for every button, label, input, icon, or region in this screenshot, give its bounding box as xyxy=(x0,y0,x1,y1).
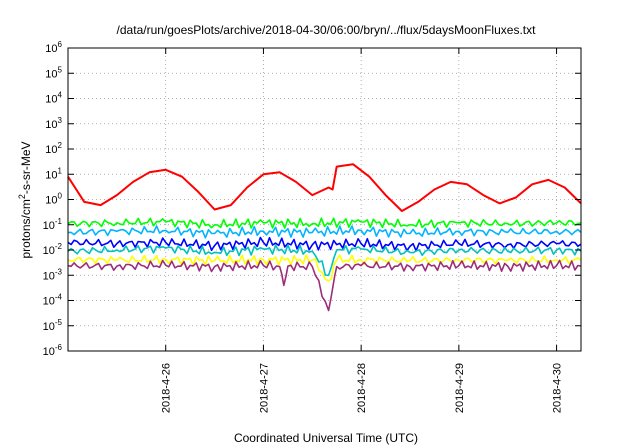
y-tick-label-base: 10 xyxy=(45,195,57,207)
y-tick-label-exponent: -6 xyxy=(55,343,63,352)
y-tick-label: 100 xyxy=(45,192,62,207)
series-line-3 xyxy=(68,225,582,239)
y-tick-label-exponent: -2 xyxy=(55,242,63,251)
series-layer xyxy=(67,163,582,312)
y-tick-label-base: 10 xyxy=(45,94,57,106)
x-tick-label: 2018-4-30 xyxy=(552,363,564,413)
y-tick-label-base: 10 xyxy=(43,270,55,282)
y-tick-label: 102 xyxy=(45,141,62,156)
y-tick-label: 106 xyxy=(45,40,62,55)
y-tick-label: 101 xyxy=(45,166,62,181)
y-tick-label-exponent: -1 xyxy=(55,217,63,226)
series-line-6 xyxy=(67,254,582,282)
y-tick-label: 10-4 xyxy=(43,293,63,308)
y-tick-label: 10-5 xyxy=(43,318,63,333)
y-tick-label: 10-6 xyxy=(43,343,63,358)
y-tick-label-exponent: 0 xyxy=(58,192,63,201)
y-axis-ticks: 10-610-510-410-310-210-11001011021031041… xyxy=(43,40,581,358)
y-tick-label: 10-3 xyxy=(43,267,63,282)
y-axis-title-tail: -s-sr-MeV xyxy=(19,141,33,194)
y-tick-label-base: 10 xyxy=(43,321,55,333)
y-tick-label: 105 xyxy=(45,65,62,80)
x-axis-title: Coordinated Universal Time (UTC) xyxy=(234,431,418,445)
chart-title: /data/run/goesPlots/archive/2018-04-30/0… xyxy=(117,23,537,37)
x-tick-label: 2018-4-29 xyxy=(454,363,466,413)
y-tick-label-base: 10 xyxy=(45,119,57,131)
x-tick-label: 2018-4-26 xyxy=(161,363,173,413)
series-line-7 xyxy=(67,259,582,312)
y-tick-label-base: 10 xyxy=(43,220,55,232)
y-tick-label-base: 10 xyxy=(45,43,57,55)
y-tick-label-base: 10 xyxy=(43,245,55,257)
y-tick-label-base: 10 xyxy=(45,169,57,181)
y-tick-label-exponent: -3 xyxy=(55,267,63,276)
y-tick-label-base: 10 xyxy=(45,68,57,80)
y-tick-label-exponent: 4 xyxy=(58,91,63,100)
grid-lines xyxy=(68,48,581,351)
series-line-4 xyxy=(67,236,582,252)
y-axis-title-main: protons/cm xyxy=(19,199,33,258)
y-tick-label: 103 xyxy=(45,116,62,131)
y-tick-label-exponent: 5 xyxy=(58,65,63,74)
x-tick-label: 2018-4-28 xyxy=(356,363,368,413)
y-tick-label-exponent: -5 xyxy=(55,318,63,327)
x-axis-ticks: 2018-4-26 2018-4-27 2018-4-28 2018-4-29 2018… xyxy=(161,48,564,413)
series-line-5 xyxy=(67,244,582,277)
y-tick-label-exponent: 1 xyxy=(58,166,63,175)
y-tick-label-base: 10 xyxy=(45,144,57,156)
y-axis-title: protons/cm2-s-sr-MeV xyxy=(17,141,33,258)
series-line-2 xyxy=(67,217,582,229)
y-tick-label-exponent: 6 xyxy=(58,40,63,49)
y-axis-title-sup: 2 xyxy=(17,194,27,199)
y-tick-label-exponent: 3 xyxy=(58,116,63,125)
y-tick-label-base: 10 xyxy=(43,346,55,358)
y-tick-label: 10-1 xyxy=(43,217,63,232)
y-tick-label-exponent: 2 xyxy=(58,141,63,150)
y-tick-label-base: 10 xyxy=(43,296,55,308)
y-tick-label: 10-2 xyxy=(43,242,63,257)
y-tick-label: 104 xyxy=(45,91,62,106)
series-line-1 xyxy=(67,163,582,212)
x-tick-label: 2018-4-27 xyxy=(258,363,270,413)
y-tick-label-exponent: -4 xyxy=(55,293,63,302)
